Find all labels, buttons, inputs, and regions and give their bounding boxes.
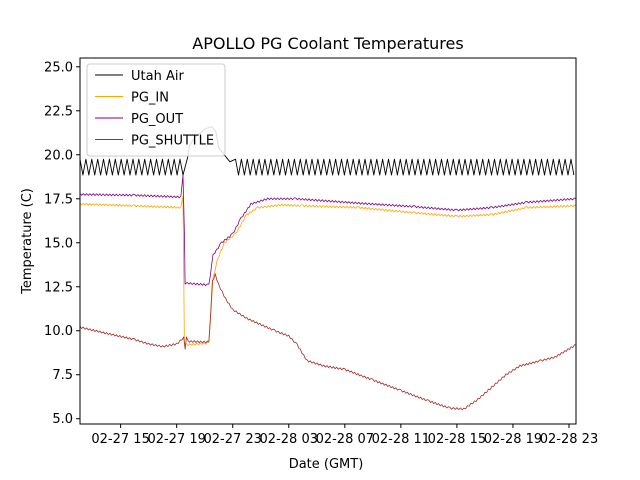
y-tick-label: 12.5	[44, 280, 73, 295]
y-tick-label: 10.0	[44, 324, 73, 339]
series-line-utah-air	[80, 126, 575, 176]
x-tick-label: 02-28 19	[484, 432, 542, 447]
y-axis: 5.0 7.5 10.0 12.5 15.0 17.5 20.0 22.5 25.0	[44, 60, 80, 427]
y-tick-label: 22.5	[44, 104, 73, 119]
series-line-pg-out	[80, 174, 576, 286]
x-axis-title: Date (GMT)	[289, 457, 364, 472]
legend: Utah Air PG_IN PG_OUT PG_SHUTTLE	[86, 63, 226, 157]
y-tick-label: 5.0	[52, 412, 73, 427]
x-tick-label: 02-28 23	[540, 432, 598, 447]
x-tick-label: 02-27 19	[147, 432, 205, 447]
y-axis-title: Temperature (C)	[20, 188, 35, 295]
x-tick-label: 02-27 15	[91, 432, 149, 447]
x-tick-label: 02-28 15	[428, 432, 486, 447]
y-tick-label: 15.0	[44, 236, 73, 251]
y-tick-label: 17.5	[44, 192, 73, 207]
legend-label: PG_OUT	[131, 112, 183, 127]
y-tick-label: 25.0	[44, 60, 73, 75]
series-line-pg-shuttle	[80, 273, 576, 411]
legend-label: PG_SHUTTLE	[131, 134, 214, 149]
x-tick-label: 02-28 03	[260, 432, 318, 447]
plot-frame	[79, 57, 577, 425]
y-tick-label: 20.0	[44, 148, 73, 163]
x-tick-label: 02-28 11	[372, 432, 430, 447]
chart-title: APOLLO PG Coolant Temperatures	[192, 34, 463, 53]
legend-label: Utah Air	[131, 69, 184, 84]
x-tick-label: 02-27 23	[203, 432, 261, 447]
series-layer	[80, 126, 576, 411]
y-tick-label: 7.5	[52, 368, 73, 383]
legend-label: PG_IN	[131, 91, 169, 106]
legend-box	[86, 63, 226, 157]
series-line-pg-in	[80, 195, 576, 346]
x-tick-label: 02-28 07	[316, 432, 374, 447]
